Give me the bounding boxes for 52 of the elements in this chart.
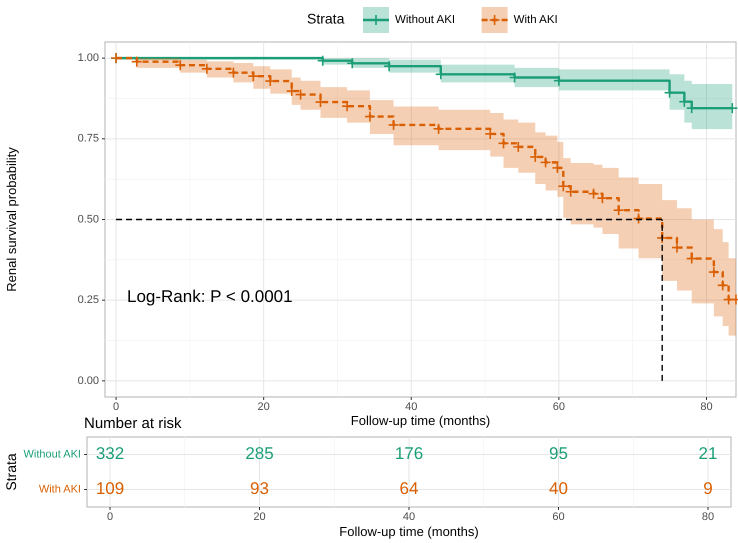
y-axis-title: Strata — [3, 453, 19, 491]
y-tick-label: 0.25 — [78, 294, 99, 306]
data-label: 95 — [549, 444, 568, 463]
point — [708, 266, 720, 278]
data-label: 9 — [703, 478, 713, 498]
x-axis-title: Follow-up time (months) — [350, 413, 490, 428]
y-axis-title: Renal survival probability — [4, 146, 19, 292]
annotation: Log-Rank: P < 0.0001 — [127, 287, 293, 306]
point — [612, 204, 624, 216]
point — [364, 110, 376, 122]
point — [130, 56, 143, 68]
data-label: 93 — [250, 478, 269, 498]
x-tick-label: 40 — [402, 511, 416, 523]
point — [248, 70, 260, 82]
point — [388, 119, 400, 131]
point — [552, 162, 564, 174]
y-tick-label: 0.75 — [78, 132, 99, 145]
x-axis-title: Follow-up time (months) — [339, 524, 479, 539]
data-label: 176 — [394, 444, 424, 463]
chart-title: Number at risk — [84, 415, 182, 432]
point — [632, 212, 644, 224]
x-tick-label: 80 — [700, 401, 713, 413]
x-tick-label: 0 — [106, 511, 114, 523]
point — [228, 66, 240, 78]
point — [294, 88, 306, 100]
data-label: 285 — [245, 444, 274, 463]
x-tick-label: 60 — [552, 511, 565, 523]
x-tick-label: 20 — [258, 401, 270, 413]
y-tick-label: 1.00 — [78, 52, 99, 64]
point — [540, 156, 552, 168]
x-tick-label: 20 — [253, 511, 266, 523]
point — [201, 62, 213, 75]
x-tick-label: 80 — [702, 511, 714, 523]
point — [174, 59, 186, 72]
data-label: 64 — [400, 478, 418, 498]
legend-label: Without AKI — [395, 14, 456, 26]
point — [512, 141, 524, 153]
data-label: 40 — [549, 478, 568, 498]
x-tick-label: 40 — [405, 401, 418, 413]
y-tick-label: 0.50 — [78, 213, 99, 226]
data-label: 109 — [96, 478, 124, 498]
y-tick-label: 0.00 — [78, 374, 99, 387]
x-tick-label: 60 — [552, 401, 565, 413]
point — [588, 188, 600, 200]
data-label: 21 — [698, 444, 718, 463]
legend-label: With AKI — [514, 14, 558, 26]
data-label: 332 — [96, 444, 124, 463]
legend-title: Strata — [307, 10, 345, 27]
point — [498, 138, 510, 150]
point — [432, 123, 444, 135]
x-tick-label: 0 — [113, 401, 120, 413]
point — [716, 280, 729, 292]
